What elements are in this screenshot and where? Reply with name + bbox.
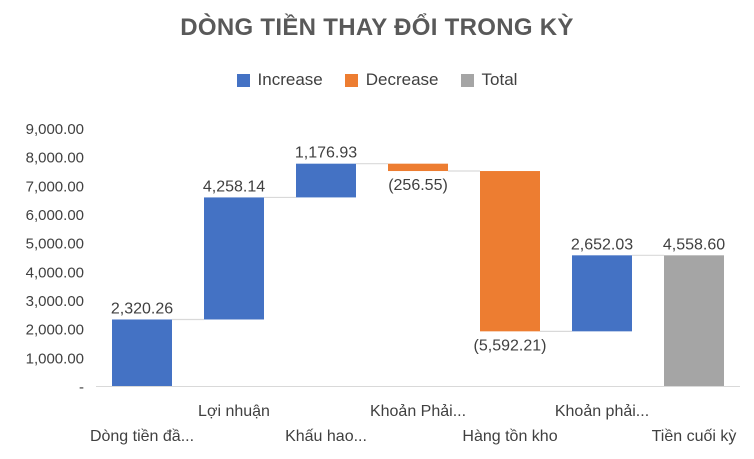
x-category-label: Dòng tiền đầ... bbox=[90, 428, 194, 445]
data-label: 2,652.03 bbox=[571, 236, 633, 253]
bar-total bbox=[664, 255, 724, 386]
data-label: 4,558.60 bbox=[663, 236, 725, 253]
bar-decrease bbox=[388, 163, 448, 172]
x-category-label: Khoản Phải... bbox=[370, 403, 466, 420]
y-tick-label: 7,000.00 bbox=[26, 178, 84, 195]
legend-label-decrease: Decrease bbox=[365, 70, 439, 89]
bar-increase bbox=[204, 197, 264, 320]
y-tick-label: 9,000.00 bbox=[26, 121, 84, 138]
x-category-label: Khoản phải... bbox=[555, 403, 649, 420]
data-label: 2,320.26 bbox=[111, 300, 173, 317]
y-tick-label: 4,000.00 bbox=[26, 264, 84, 281]
data-label: 1,176.93 bbox=[295, 145, 357, 162]
y-tick-label: 5,000.00 bbox=[26, 236, 84, 253]
y-tick-label: 8,000.00 bbox=[26, 150, 84, 167]
x-category-label: Lợi nhuận bbox=[198, 403, 270, 420]
x-category-label: Tiền cuối kỳ bbox=[652, 428, 737, 445]
legend-swatch-total bbox=[460, 73, 474, 87]
y-tick-label: 3,000.00 bbox=[26, 293, 84, 310]
chart-title: DÒNG TIỀN THAY ĐỔI TRONG KỲ bbox=[180, 14, 574, 41]
legend-label-increase: Increase bbox=[257, 70, 323, 89]
bar-increase bbox=[572, 255, 632, 332]
bar-increase bbox=[296, 163, 356, 198]
legend-item-decrease: Decrease bbox=[344, 70, 439, 90]
data-label: (5,592.21) bbox=[474, 337, 547, 354]
legend-item-increase: Increase bbox=[236, 70, 323, 90]
legend-item-total: Total bbox=[460, 70, 518, 90]
chart-legend: Increase Decrease Total bbox=[0, 70, 754, 90]
data-label: 4,258.14 bbox=[203, 178, 265, 195]
legend-label-total: Total bbox=[481, 70, 518, 89]
y-tick-label: 2,000.00 bbox=[26, 322, 84, 339]
legend-swatch-increase bbox=[236, 73, 250, 87]
y-tick-label: 6,000.00 bbox=[26, 207, 84, 224]
legend-swatch-decrease bbox=[344, 73, 358, 87]
y-tick-label: - bbox=[79, 379, 84, 396]
x-category-label: Hàng tồn kho bbox=[462, 428, 557, 445]
bar-increase bbox=[112, 319, 172, 386]
x-category-label: Khấu hao... bbox=[285, 428, 367, 445]
y-tick-label: 1,000.00 bbox=[26, 350, 84, 367]
bar-decrease bbox=[480, 171, 540, 332]
data-label: (256.55) bbox=[388, 177, 448, 194]
